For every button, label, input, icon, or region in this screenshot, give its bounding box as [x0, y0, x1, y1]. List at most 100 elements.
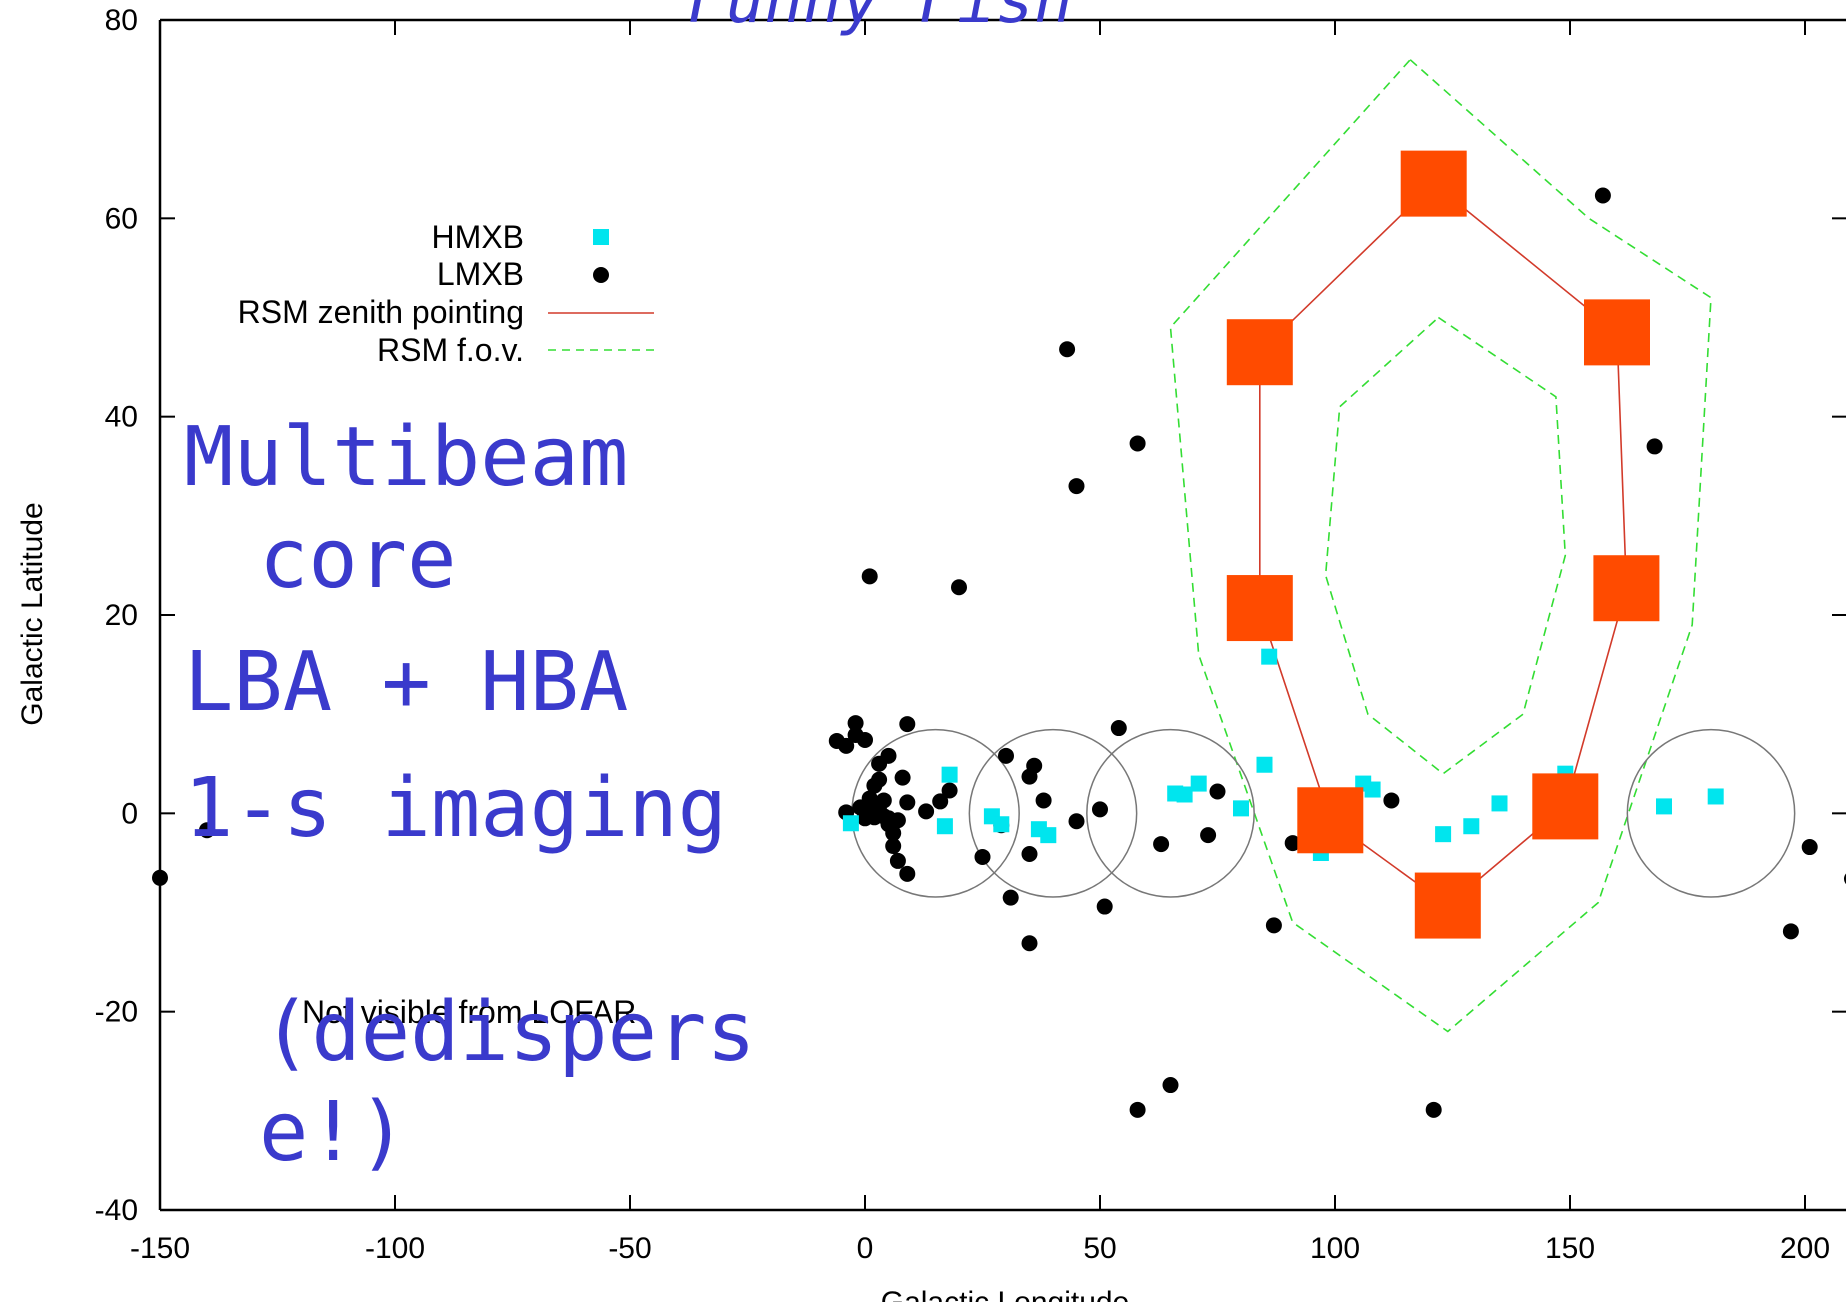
hmxb-point-12 — [1261, 648, 1278, 665]
y-axis-ticks: -40 -20 0 20 40 60 80 — [95, 4, 1846, 1227]
lmxb-point-15 — [871, 771, 888, 788]
lmxb-point-19 — [861, 568, 878, 585]
lmxb-point-42 — [1026, 757, 1043, 774]
lmxb-point-59 — [1284, 835, 1301, 852]
lmxb-point-24 — [889, 812, 906, 829]
zenith-pointing-markers — [1226, 150, 1660, 939]
y-axis-label: Galactic Latitude — [16, 502, 49, 725]
lmxb-point-61 — [1425, 1101, 1442, 1118]
lmxb-point-40 — [1002, 889, 1019, 906]
lmxb-point-28 — [889, 852, 906, 869]
lmxb-point-58 — [1265, 917, 1282, 934]
lmxb-point-62 — [1594, 187, 1611, 204]
beam-circle-3 — [1626, 728, 1796, 898]
chart-title: Funny Fish — [687, 0, 1072, 38]
lmxb-point-50 — [1096, 898, 1113, 915]
fov-inner-polygon — [1324, 316, 1567, 775]
lmxb-point-33 — [918, 803, 935, 820]
zenith-marker-3 — [1532, 773, 1599, 840]
lmxb-point-30 — [899, 716, 916, 733]
overlay-line-imaging: 1-s imaging — [184, 761, 727, 856]
zenith-marker-2 — [1593, 555, 1660, 622]
x-tick-label-6: 150 — [1545, 1232, 1595, 1265]
x-tick-label-4: 50 — [1083, 1232, 1116, 1265]
hmxb-point-17 — [1463, 818, 1480, 835]
x-axis-ticks: -150 -100 -50 0 50 100 150 200 — [130, 20, 1830, 1265]
overlay-line-lba-hba: LBA + HBA — [184, 635, 628, 730]
y-tick-label-5: 60 — [105, 202, 138, 235]
overlay-line-dedisperse-end: e!) — [259, 1085, 407, 1180]
lmxb-point-31 — [899, 794, 916, 811]
lmxb-point-37 — [974, 848, 991, 865]
zenith-marker-1 — [1584, 299, 1650, 366]
annotation-not-visible: Not visible from LOFAR — [302, 994, 636, 1030]
x-tick-label-7: 200 — [1780, 1232, 1830, 1265]
lmxb-points — [152, 187, 1846, 1118]
lmxb-point-26 — [880, 747, 897, 764]
lmxb-point-36 — [951, 579, 967, 596]
hmxb-point-4 — [993, 816, 1010, 833]
beam-circle-1 — [968, 728, 1138, 898]
y-tick-label-6: 80 — [105, 4, 138, 37]
overlay-line-multibeam: Multibeam — [184, 410, 628, 505]
lmxb-point-35 — [941, 782, 958, 799]
lmxb-point-32 — [899, 865, 916, 882]
legend: HMXB LMXB RSM zenith pointing RSM f.o.v. — [238, 219, 654, 368]
lmxb-point-56 — [1200, 827, 1217, 844]
lmxb-point-34 — [932, 793, 949, 810]
legend-label-lmxb: LMXB — [437, 256, 524, 292]
lmxb-point-65 — [1801, 839, 1818, 856]
lmxb-point-63 — [1646, 438, 1663, 455]
legend-marker-hmxb — [593, 229, 609, 245]
lmxb-point-38 — [998, 747, 1014, 764]
hmxb-point-18 — [1491, 795, 1508, 812]
x-tick-label-3: 0 — [857, 1232, 874, 1265]
lmxb-point-6 — [857, 731, 873, 748]
x-tick-label-2: -50 — [608, 1232, 651, 1265]
overlay-line-core: core — [259, 512, 456, 607]
overlay-line-dedispers: (dedispers — [262, 985, 756, 1080]
lmxb-point-57 — [1209, 783, 1226, 800]
fov-polygons — [1169, 58, 1712, 1033]
lmxb-point-60 — [1383, 792, 1400, 809]
lmxb-point-5 — [847, 715, 864, 732]
zenith-marker-5 — [1297, 787, 1364, 854]
x-tick-label-0: -150 — [130, 1232, 190, 1265]
hmxb-point-2 — [941, 766, 958, 783]
lmxb-point-27 — [885, 838, 902, 855]
hmxb-point-1 — [936, 818, 953, 835]
lmxb-point-25 — [885, 825, 902, 842]
legend-marker-lmxb — [593, 267, 609, 283]
lmxb-point-47 — [1059, 341, 1076, 358]
lmxb-point-48 — [1068, 478, 1085, 495]
lmxb-point-52 — [1129, 435, 1146, 452]
zenith-marker-4 — [1414, 872, 1481, 939]
zenith-marker-7 — [1226, 319, 1293, 386]
y-tick-label-2: 0 — [121, 797, 138, 830]
hmxb-point-6 — [1040, 827, 1057, 844]
lmxb-point-54 — [1153, 836, 1170, 853]
y-tick-label-0: -40 — [95, 1194, 138, 1227]
y-tick-label-1: -20 — [95, 996, 138, 1029]
hmxb-point-8 — [1176, 786, 1193, 803]
beam-circle-2 — [1086, 728, 1255, 898]
x-tick-label-5: 100 — [1310, 1232, 1360, 1265]
x-axis-label: Galactic Longitude — [881, 1286, 1130, 1302]
hmxb-point-9 — [1190, 775, 1207, 792]
lmxb-point-64 — [1782, 923, 1799, 940]
y-tick-label-3: 20 — [105, 599, 138, 632]
lmxb-point-12 — [861, 790, 878, 807]
zenith-marker-0 — [1400, 150, 1467, 217]
lmxb-point-55 — [1162, 1077, 1179, 1094]
hmxb-point-11 — [1256, 756, 1273, 773]
hmxb-point-0 — [842, 815, 859, 832]
zenith-marker-6 — [1226, 575, 1293, 642]
hmxb-point-15 — [1364, 781, 1381, 798]
lmxb-point-21 — [875, 792, 892, 809]
lmxb-point-46 — [1068, 813, 1085, 830]
lmxb-point-3 — [838, 737, 855, 754]
lmxb-point-51 — [1110, 720, 1127, 737]
lmxb-point-44 — [1021, 935, 1038, 952]
lmxb-point-53 — [1129, 1101, 1146, 1118]
